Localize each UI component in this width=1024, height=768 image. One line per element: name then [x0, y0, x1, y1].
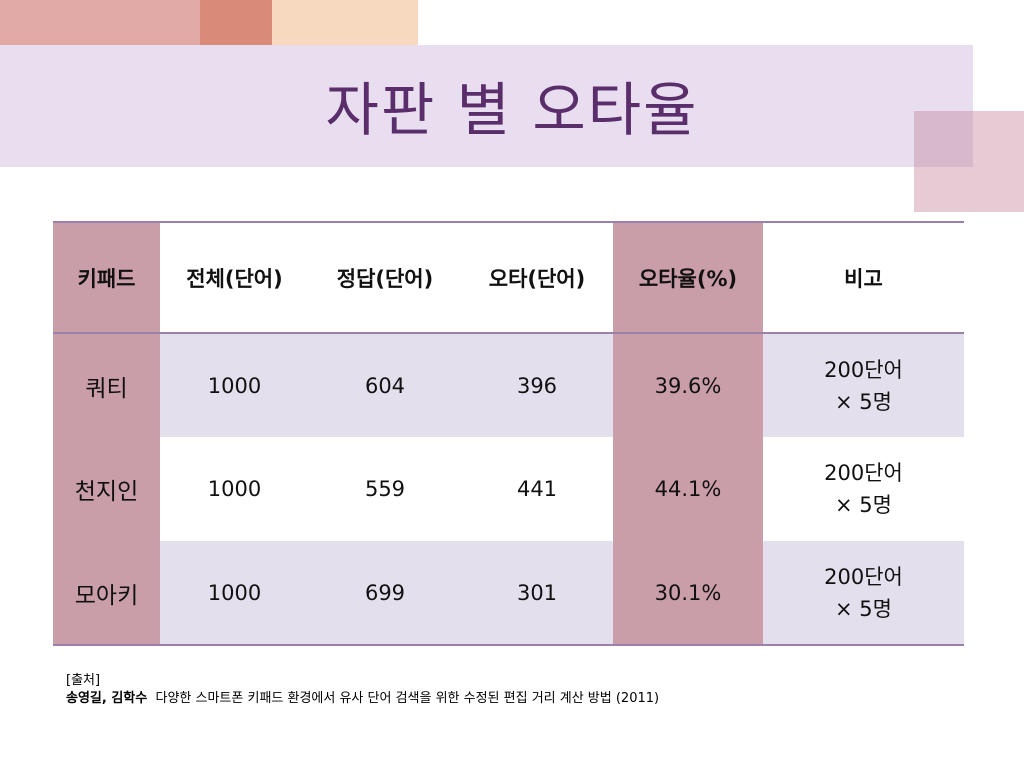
note-line1: 200단어: [824, 461, 903, 485]
typo-words: 396: [461, 333, 613, 437]
correct-words: 559: [309, 437, 461, 541]
correct-words: 604: [309, 333, 461, 437]
total-words: 1000: [160, 437, 309, 541]
table-row: 모아키 1000 699 301 30.1% 200단어 × 5명: [53, 541, 964, 646]
keypad-name: 쿼티: [53, 333, 160, 437]
typo-rate: 30.1%: [613, 541, 763, 646]
note-line2: × 5명: [835, 596, 892, 621]
note-line1: 200단어: [824, 564, 903, 589]
source-title: 다양한 스마트폰 키패드 환경에서 유사 단어 검색을 위한 수정된 편집 거리…: [155, 691, 660, 706]
typo-words: 301: [461, 541, 613, 646]
total-words: 1000: [160, 333, 309, 437]
typo-rate: 39.6%: [613, 333, 763, 437]
note-line1: 200단어: [824, 357, 903, 382]
table-row: 천지인 1000 559 441 44.1% 200단어 × 5명: [53, 437, 964, 541]
note: 200단어 × 5명: [763, 437, 964, 541]
table-header-row: 키패드 전체(단어) 정답(단어) 오타(단어) 오타율(%) 비고: [53, 221, 964, 334]
decor-block-mauve: [914, 111, 973, 167]
note-line2: × 5명: [835, 389, 892, 414]
keypad-name: 천지인: [53, 437, 160, 541]
note: 200단어 × 5명: [763, 333, 964, 437]
header-correct: 정답(단어): [309, 221, 461, 334]
typo-words: 441: [461, 437, 613, 541]
total-words: 1000: [160, 541, 309, 646]
source-authors: 송영길, 김학수: [66, 691, 148, 706]
header-keypad: 키패드: [53, 221, 160, 334]
table-row: 쿼티 1000 604 396 39.6% 200단어 × 5명: [53, 333, 964, 437]
typo-rate-table: 키패드 전체(단어) 정답(단어) 오타(단어) 오타율(%) 비고 쿼티 10…: [53, 221, 964, 646]
header-note: 비고: [763, 221, 964, 334]
source-citation: [출처] 송영길, 김학수 다양한 스마트폰 키패드 환경에서 유사 단어 검색…: [66, 672, 659, 708]
header-typo-rate: 오타율(%): [613, 221, 763, 334]
header-typo: 오타(단어): [461, 221, 613, 334]
header-total: 전체(단어): [160, 221, 309, 334]
keypad-name: 모아키: [53, 541, 160, 646]
note: 200단어 × 5명: [763, 541, 964, 646]
source-label: [출처]: [66, 673, 101, 688]
note-line2: × 5명: [835, 493, 892, 517]
source-line: 송영길, 김학수 다양한 스마트폰 키패드 환경에서 유사 단어 검색을 위한 …: [66, 690, 659, 708]
typo-rate: 44.1%: [613, 437, 763, 541]
title-band: [0, 45, 973, 167]
page-title: 자판 별 오타율: [325, 76, 699, 144]
correct-words: 699: [309, 541, 461, 646]
